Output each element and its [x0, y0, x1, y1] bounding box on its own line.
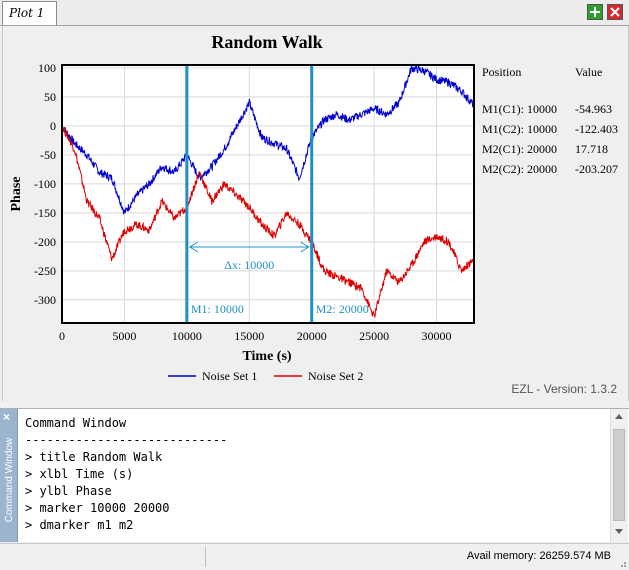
resize-grip-icon[interactable] [617, 558, 627, 568]
command-window-sidebar: × Command Window [0, 409, 18, 542]
marker-table-value: 17.718 [575, 142, 608, 156]
tick-labels: 0 5000 10000 15000 20000 25000 30000 100 50 0 -50 -… [34, 61, 452, 343]
delta-arrow-head-right [300, 241, 310, 253]
series-line-noise-set-1 [61, 63, 475, 215]
marker-table-value: -122.403 [575, 122, 618, 136]
version-label: EZL - Version: 1.3.2 [511, 382, 617, 396]
scrollbar-thumb[interactable] [613, 429, 625, 521]
y-tick-label: -50 [40, 148, 56, 162]
x-tick-label: 5000 [112, 329, 136, 343]
marker-group: M1: 10000 M2: 20000 Δx: 10000 [185, 65, 369, 323]
y-tick-label: 100 [38, 61, 56, 75]
legend-noise-set-2: Noise Set 2 [308, 369, 363, 383]
plus-icon [590, 7, 600, 17]
command-window-side-label: Command Window [4, 437, 15, 523]
marker-table-position: M1(C2): 10000 [482, 122, 557, 136]
memory-status: Avail memory: 26259.574 MB [466, 550, 611, 562]
y-tick-label: 50 [44, 90, 56, 104]
marker-label-m2: M2: 20000 [316, 302, 369, 316]
legend-noise-set-1: Noise Set 1 [202, 369, 257, 383]
y-axis-label: Phase [9, 177, 24, 212]
y-tick-label: 0 [50, 119, 56, 133]
x-tick-label: 0 [59, 329, 65, 343]
marker-table-position: M2(C2): 20000 [482, 162, 557, 176]
marker-table-value: -54.963 [575, 102, 612, 116]
y-tick-label: -250 [34, 264, 56, 278]
command-line: > ylbl Phase [25, 484, 112, 498]
status-bar: Avail memory: 26259.574 MB [0, 543, 629, 570]
y-tick-label: -300 [34, 293, 56, 307]
vertical-scrollbar[interactable] [610, 409, 628, 542]
tab-bar: Plot 1 [0, 0, 629, 26]
x-tick-label: 30000 [422, 329, 452, 343]
plot-area [62, 65, 474, 323]
command-line: > xlbl Time (s) [25, 467, 134, 481]
x-tick-label: 15000 [234, 329, 264, 343]
scroll-down-icon[interactable] [615, 529, 623, 534]
marker-table-header-value: Value [575, 65, 602, 79]
marker-table-position: M1(C1): 10000 [482, 102, 557, 116]
tab-plot-1[interactable]: Plot 1 [2, 1, 57, 25]
close-plot-button[interactable] [607, 4, 623, 20]
command-line: > title Random Walk [25, 450, 163, 464]
command-line: ---------------------------- [25, 433, 228, 447]
delta-arrow-head-left [188, 241, 199, 253]
y-tick-label: -150 [34, 206, 56, 220]
add-plot-button[interactable] [587, 4, 603, 20]
plot-frame [61, 64, 475, 324]
close-command-window-icon[interactable]: × [3, 410, 11, 424]
command-window: × Command Window Command Window --------… [0, 408, 629, 542]
legend: Noise Set 1 Noise Set 2 [168, 369, 363, 383]
command-line: > dmarker m1 m2 [25, 518, 134, 532]
chart-title: Random Walk [211, 32, 322, 52]
status-separator [205, 547, 206, 567]
series-line-noise-set-2 [61, 126, 475, 318]
command-line: > marker 10000 20000 [25, 501, 170, 515]
series-group [61, 63, 475, 318]
y-tick-label: -100 [34, 177, 56, 191]
command-output[interactable]: Command Window -------------------------… [25, 415, 605, 540]
command-line: Command Window [25, 416, 127, 430]
x-axis-label: Time (s) [242, 349, 291, 364]
x-tick-label: 10000 [172, 329, 202, 343]
x-icon [610, 7, 620, 17]
marker-table-position: M2(C1): 20000 [482, 142, 557, 156]
marker-table-value: -203.207 [575, 162, 618, 176]
x-tick-label: 20000 [297, 329, 327, 343]
marker-label-m1: M1: 10000 [191, 302, 244, 316]
marker-table-header-position: Position [482, 65, 521, 79]
x-tick-label: 25000 [359, 329, 389, 343]
marker-table: Position Value M1(C1): 10000 -54.963 M1(… [482, 65, 618, 176]
y-tick-label: -200 [34, 235, 56, 249]
delta-label: Δx: 10000 [224, 258, 274, 272]
scroll-up-icon[interactable] [615, 414, 623, 419]
